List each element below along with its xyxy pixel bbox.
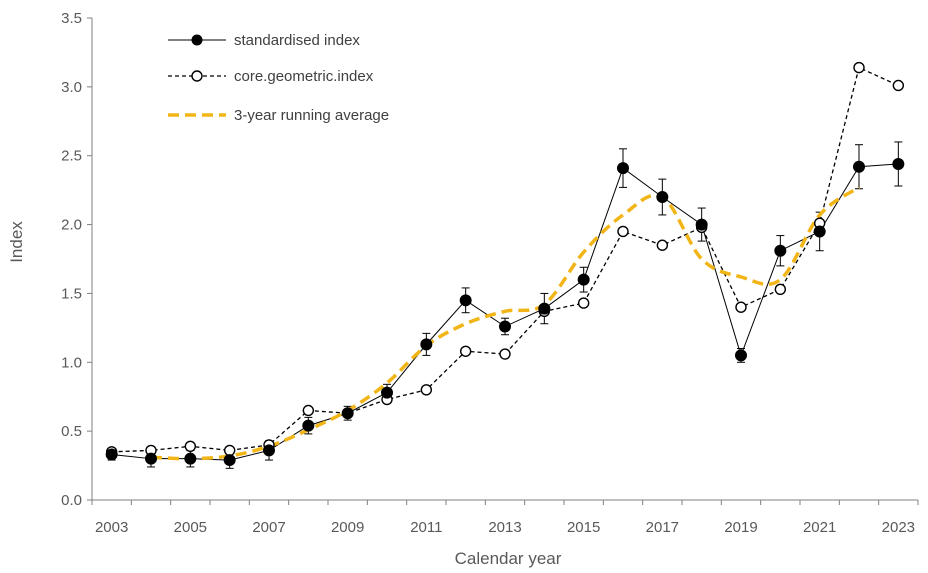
x-tick-label: 2009 xyxy=(331,519,364,536)
standardised-point xyxy=(774,244,787,257)
standardised-point xyxy=(695,218,708,231)
y-axis-title: Index xyxy=(7,221,26,263)
standardised-point xyxy=(341,407,354,420)
core-geometric-point xyxy=(617,225,629,238)
x-axis-title: Calendar year xyxy=(455,549,562,568)
x-tick-label: 2019 xyxy=(724,519,757,536)
standardised-point xyxy=(656,191,669,204)
core-geometric-point xyxy=(656,239,669,251)
y-axis-ticks: 0.0 0.5 1.0 1.5 2.0 2.5 3.0 3.5 xyxy=(61,10,92,509)
core-geometric-point xyxy=(735,301,747,313)
x-axis-ticks: 2003 2005 2007 2009 2011 2013 2015 2017 2019 2021… xyxy=(91,500,919,536)
x-tick-label: 2021 xyxy=(803,519,836,536)
standardised-point xyxy=(892,157,905,170)
standardised-point xyxy=(577,273,590,286)
core-geometric-point xyxy=(459,345,472,357)
core-geometric-point xyxy=(853,61,865,74)
core-geometric-point xyxy=(577,297,590,309)
core-geometric-point xyxy=(184,440,197,452)
x-tick-label: 2007 xyxy=(252,519,285,536)
standardised-point xyxy=(223,454,236,467)
y-tick-label: 3.5 xyxy=(61,10,82,27)
core-geometric-point xyxy=(774,283,787,295)
core-geometric-point xyxy=(892,79,905,92)
standardised-point xyxy=(420,338,433,351)
axes xyxy=(91,18,918,501)
legend-marker-standardised xyxy=(191,34,203,46)
standardised-point xyxy=(302,419,315,432)
standardised-point xyxy=(538,302,551,315)
y-tick-label: 1.5 xyxy=(61,285,82,302)
standardised-point xyxy=(381,386,393,399)
x-tick-label: 2005 xyxy=(174,519,207,536)
core-geometric-point xyxy=(223,444,236,457)
x-tick-label: 2015 xyxy=(567,519,600,536)
standardised-point xyxy=(145,452,157,465)
standardised-point xyxy=(853,160,865,173)
standardised-point xyxy=(735,349,747,362)
core-geometric-point xyxy=(420,384,433,396)
y-tick-label: 0.5 xyxy=(61,423,82,440)
legend-label-running-average: 3-year running average xyxy=(234,107,389,124)
y-tick-label: 3.0 xyxy=(61,79,82,96)
y-tick-label: 2.5 xyxy=(61,148,82,165)
standardised-point xyxy=(263,444,275,457)
y-tick-label: 1.0 xyxy=(61,354,82,371)
x-tick-label: 2017 xyxy=(646,519,679,536)
x-tick-label: 2023 xyxy=(882,519,915,536)
legend: standardised index core.geometric.index 3-… xyxy=(168,32,389,124)
x-tick-label: 2011 xyxy=(410,519,442,536)
legend-label-core-geometric: core.geometric.index xyxy=(234,68,374,85)
standardised-point xyxy=(105,448,118,461)
x-tick-label: 2013 xyxy=(488,519,521,536)
core-geometric-point xyxy=(302,404,315,417)
y-tick-label: 0.0 xyxy=(61,492,82,509)
standardised-point xyxy=(459,294,472,307)
series-layer xyxy=(105,61,905,469)
core-geometric-point xyxy=(499,348,511,360)
x-tick-label: 2003 xyxy=(95,519,128,536)
legend-marker-core-geometric xyxy=(191,70,203,82)
y-tick-label: 2.0 xyxy=(61,217,82,234)
legend-label-standardised: standardised index xyxy=(234,32,360,49)
standardised-point xyxy=(499,320,511,333)
standardised-point xyxy=(617,162,629,175)
standardised-point xyxy=(813,225,826,238)
standardised-point xyxy=(184,452,197,465)
